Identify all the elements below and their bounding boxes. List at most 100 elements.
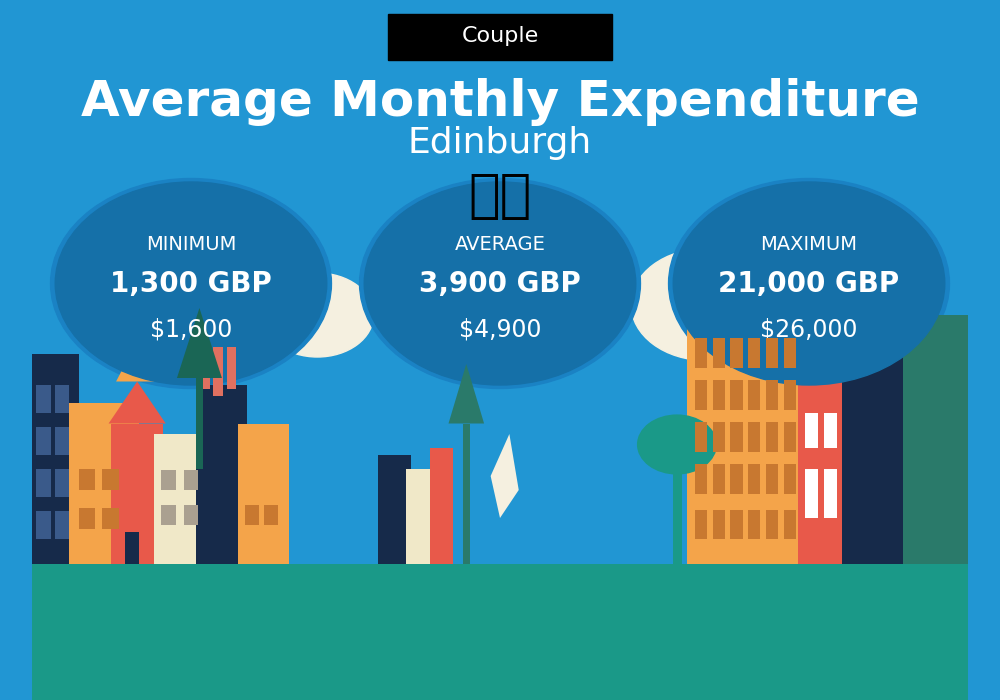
- Text: 🇬🇧: 🇬🇧: [468, 170, 532, 222]
- Text: 21,000 GBP: 21,000 GBP: [718, 270, 900, 298]
- Bar: [730, 422, 743, 452]
- Bar: [161, 505, 176, 525]
- Bar: [784, 380, 796, 410]
- Bar: [713, 510, 725, 539]
- Bar: [213, 346, 223, 395]
- Bar: [245, 505, 259, 525]
- Polygon shape: [177, 308, 222, 378]
- Bar: [713, 338, 725, 368]
- Bar: [784, 464, 796, 494]
- Bar: [903, 315, 968, 564]
- Bar: [55, 469, 69, 497]
- Bar: [36, 385, 51, 413]
- Circle shape: [261, 273, 374, 357]
- Bar: [748, 338, 760, 368]
- Text: $4,900: $4,900: [459, 317, 541, 341]
- Bar: [238, 424, 289, 564]
- Bar: [102, 508, 119, 528]
- Circle shape: [669, 178, 949, 388]
- Bar: [55, 427, 69, 455]
- Bar: [730, 464, 743, 494]
- Bar: [32, 564, 968, 700]
- Bar: [730, 380, 743, 410]
- Bar: [69, 402, 139, 564]
- Bar: [824, 413, 837, 448]
- Bar: [824, 469, 837, 518]
- Circle shape: [51, 178, 331, 388]
- Bar: [184, 470, 198, 490]
- Bar: [125, 532, 139, 564]
- Bar: [196, 385, 247, 564]
- Polygon shape: [448, 364, 484, 424]
- Text: $26,000: $26,000: [760, 317, 858, 341]
- Bar: [748, 510, 760, 539]
- Text: 1,300 GBP: 1,300 GBP: [110, 270, 272, 298]
- Bar: [79, 508, 95, 528]
- Bar: [875, 346, 907, 564]
- Bar: [36, 427, 51, 455]
- Bar: [695, 338, 707, 368]
- Bar: [161, 470, 176, 490]
- Polygon shape: [753, 256, 809, 312]
- Bar: [713, 422, 725, 452]
- Bar: [264, 505, 278, 525]
- Text: Edinburgh: Edinburgh: [408, 127, 592, 160]
- Polygon shape: [109, 382, 166, 423]
- Bar: [463, 424, 470, 564]
- Bar: [430, 448, 453, 564]
- Bar: [713, 380, 725, 410]
- Text: AVERAGE: AVERAGE: [455, 235, 545, 255]
- Bar: [713, 464, 725, 494]
- Bar: [730, 510, 743, 539]
- Bar: [695, 422, 707, 452]
- Bar: [748, 464, 760, 494]
- Bar: [766, 380, 778, 410]
- Bar: [766, 338, 778, 368]
- FancyBboxPatch shape: [388, 14, 612, 60]
- Text: Couple: Couple: [461, 27, 539, 46]
- Bar: [748, 422, 760, 452]
- Bar: [55, 511, 69, 539]
- Bar: [784, 422, 796, 452]
- Circle shape: [638, 415, 716, 474]
- Circle shape: [631, 248, 781, 360]
- Bar: [200, 346, 210, 389]
- Circle shape: [673, 182, 945, 385]
- Bar: [227, 346, 236, 389]
- Bar: [784, 338, 796, 368]
- Bar: [687, 315, 804, 564]
- Circle shape: [734, 266, 856, 357]
- Bar: [111, 424, 163, 564]
- Bar: [784, 510, 796, 539]
- Bar: [766, 510, 778, 539]
- Bar: [36, 469, 51, 497]
- Circle shape: [55, 182, 327, 385]
- Bar: [184, 505, 198, 525]
- Bar: [695, 510, 707, 539]
- Bar: [766, 422, 778, 452]
- Bar: [695, 380, 707, 410]
- Bar: [842, 340, 879, 564]
- Text: $1,600: $1,600: [150, 317, 232, 341]
- Bar: [55, 385, 69, 413]
- Bar: [154, 434, 210, 564]
- Bar: [805, 413, 818, 448]
- Circle shape: [158, 262, 299, 368]
- Text: 3,900 GBP: 3,900 GBP: [419, 270, 581, 298]
- Text: MINIMUM: MINIMUM: [146, 235, 236, 255]
- Polygon shape: [491, 434, 519, 518]
- Text: Average Monthly Expenditure: Average Monthly Expenditure: [81, 78, 919, 125]
- Circle shape: [360, 178, 640, 388]
- Polygon shape: [116, 318, 182, 382]
- Bar: [32, 354, 79, 564]
- Bar: [748, 380, 760, 410]
- Bar: [406, 469, 434, 564]
- Circle shape: [219, 259, 341, 350]
- Bar: [766, 464, 778, 494]
- Bar: [36, 511, 51, 539]
- Bar: [695, 464, 707, 494]
- Bar: [102, 469, 119, 490]
- Bar: [673, 462, 682, 564]
- Bar: [196, 378, 203, 469]
- Bar: [378, 455, 411, 564]
